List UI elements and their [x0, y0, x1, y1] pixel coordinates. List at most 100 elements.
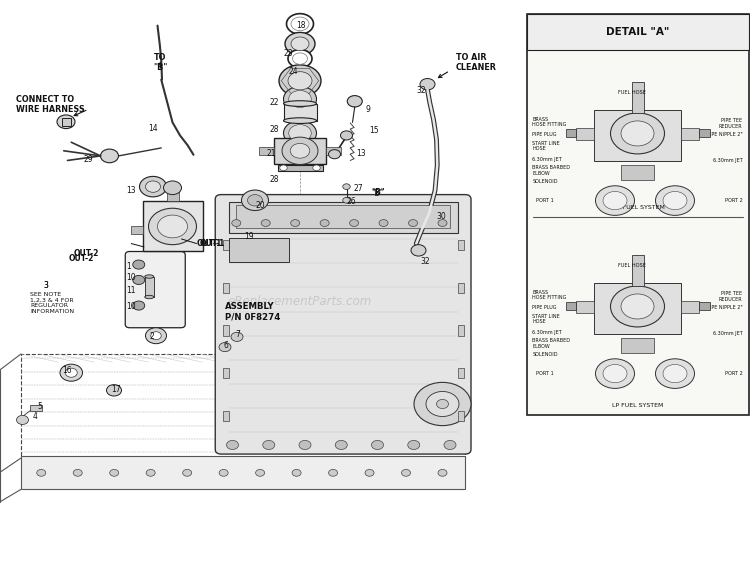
- Text: PORT 1: PORT 1: [536, 371, 554, 376]
- Bar: [576, 301, 594, 314]
- Text: DETAIL "A": DETAIL "A": [606, 27, 669, 37]
- Text: 29: 29: [84, 155, 94, 164]
- Circle shape: [248, 195, 262, 206]
- Circle shape: [242, 190, 268, 211]
- Text: 13: 13: [126, 185, 136, 195]
- Text: PIPE TEE
REDUCER: PIPE TEE REDUCER: [718, 291, 742, 302]
- Bar: [223, 411, 229, 421]
- Circle shape: [37, 469, 46, 476]
- Bar: [142, 201, 202, 251]
- Text: 32: 32: [416, 86, 426, 95]
- Circle shape: [133, 260, 145, 269]
- Circle shape: [603, 365, 627, 383]
- Circle shape: [328, 469, 338, 476]
- Circle shape: [148, 208, 196, 245]
- Bar: [236, 205, 450, 228]
- Text: PORT 1: PORT 1: [536, 198, 554, 203]
- Circle shape: [289, 125, 311, 142]
- Text: 11: 11: [126, 286, 136, 295]
- Circle shape: [299, 440, 311, 450]
- Circle shape: [133, 301, 145, 310]
- Bar: [566, 129, 576, 137]
- Circle shape: [621, 294, 654, 319]
- Bar: [526, 14, 748, 50]
- Text: 23: 23: [284, 49, 293, 58]
- Bar: [458, 240, 464, 250]
- FancyBboxPatch shape: [125, 251, 185, 328]
- Circle shape: [350, 220, 358, 226]
- Text: TO
"B": TO "B": [153, 53, 168, 72]
- Bar: [62, 118, 70, 126]
- Text: 32: 32: [420, 257, 430, 266]
- Text: 26: 26: [346, 197, 356, 207]
- Circle shape: [320, 220, 329, 226]
- Text: 6.30mm JET: 6.30mm JET: [532, 330, 562, 335]
- Ellipse shape: [145, 295, 154, 299]
- Bar: [594, 283, 681, 334]
- Circle shape: [663, 365, 687, 383]
- Circle shape: [291, 37, 309, 51]
- Circle shape: [408, 440, 420, 450]
- Text: OUT-1: OUT-1: [196, 239, 222, 248]
- Circle shape: [284, 121, 316, 146]
- Circle shape: [16, 415, 28, 424]
- Circle shape: [146, 181, 160, 192]
- Text: 18: 18: [296, 20, 306, 30]
- Text: 3: 3: [44, 281, 48, 290]
- Text: 20: 20: [255, 201, 265, 211]
- Circle shape: [100, 149, 118, 163]
- FancyBboxPatch shape: [215, 195, 471, 454]
- Bar: [632, 255, 644, 286]
- Text: 28: 28: [270, 175, 280, 184]
- Text: 6: 6: [224, 341, 228, 350]
- Text: BRASS
HOSE FITTING: BRASS HOSE FITTING: [532, 290, 567, 300]
- Bar: [326, 147, 341, 155]
- Circle shape: [280, 165, 287, 171]
- Circle shape: [226, 440, 238, 450]
- Bar: [576, 128, 594, 141]
- Circle shape: [133, 275, 145, 284]
- Circle shape: [656, 359, 694, 389]
- Text: PORT 2: PORT 2: [724, 371, 742, 376]
- Circle shape: [151, 332, 161, 340]
- Text: 9: 9: [366, 105, 370, 114]
- Text: 17: 17: [111, 385, 121, 394]
- Text: "B": "B": [371, 188, 385, 197]
- Text: 27: 27: [354, 184, 364, 193]
- Text: 16: 16: [62, 366, 72, 376]
- Circle shape: [335, 440, 347, 450]
- Text: SEE NOTE
1,2,3 & 4 FOR
REGULATOR
INFORMATION: SEE NOTE 1,2,3 & 4 FOR REGULATOR INFORMA…: [30, 291, 74, 314]
- Circle shape: [610, 113, 664, 154]
- Bar: [259, 147, 274, 155]
- Circle shape: [371, 440, 383, 450]
- Bar: [229, 238, 289, 262]
- Ellipse shape: [145, 275, 154, 278]
- Circle shape: [292, 53, 308, 64]
- Circle shape: [291, 220, 300, 226]
- Circle shape: [656, 186, 694, 216]
- Circle shape: [57, 115, 75, 129]
- Circle shape: [183, 469, 192, 476]
- Circle shape: [140, 176, 166, 197]
- Text: 5: 5: [38, 402, 42, 411]
- Circle shape: [340, 131, 352, 140]
- Circle shape: [284, 86, 316, 112]
- Text: TO AIR
CLEANER: TO AIR CLEANER: [456, 53, 497, 72]
- Circle shape: [411, 245, 426, 256]
- Bar: [566, 302, 576, 310]
- Text: 24: 24: [289, 67, 298, 76]
- Circle shape: [414, 382, 471, 426]
- Bar: [458, 368, 464, 378]
- Text: BRASS BARBED
ELBOW: BRASS BARBED ELBOW: [532, 338, 571, 349]
- Text: OUT-1: OUT-1: [200, 239, 225, 248]
- Text: 14: 14: [148, 123, 158, 133]
- Text: FUEL HOSE: FUEL HOSE: [617, 263, 646, 268]
- Circle shape: [262, 440, 274, 450]
- Text: ASSEMBLY
P/N 0F8274: ASSEMBLY P/N 0F8274: [225, 302, 280, 321]
- Circle shape: [164, 181, 182, 195]
- Bar: [223, 368, 229, 378]
- Circle shape: [444, 440, 456, 450]
- Text: eReplacementParts.com: eReplacementParts.com: [228, 295, 372, 308]
- Circle shape: [438, 469, 447, 476]
- Circle shape: [663, 192, 687, 210]
